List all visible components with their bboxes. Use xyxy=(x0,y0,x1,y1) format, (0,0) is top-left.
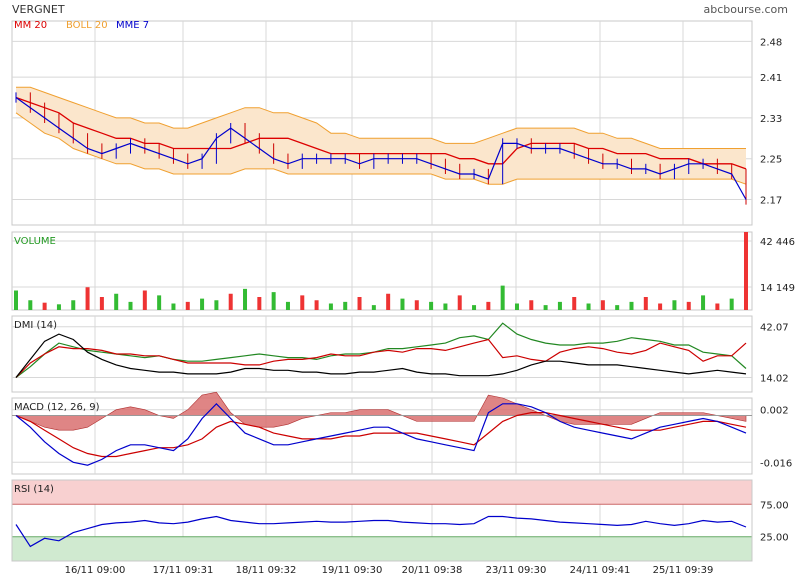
x-tick-label: 25/11 09:39 xyxy=(653,565,714,576)
volume-bar xyxy=(271,292,276,310)
volume-bar xyxy=(85,287,90,310)
volume-bar xyxy=(114,293,119,310)
volume-panel xyxy=(11,231,753,311)
volume-bar xyxy=(343,301,348,310)
rsi-tick-label: 25.00 xyxy=(760,533,789,544)
rsi-panel-border xyxy=(11,479,753,562)
series-line-macd xyxy=(15,402,747,466)
volume-bar xyxy=(214,300,219,310)
volume-bar xyxy=(686,301,691,310)
volume-bar xyxy=(514,303,519,310)
volume-bar xyxy=(371,305,376,310)
volume-bar xyxy=(171,303,176,310)
panel-label: DMI (14) xyxy=(14,320,57,331)
volume-bar xyxy=(729,298,734,310)
x-tick-label: 23/11 09:30 xyxy=(486,565,547,576)
volume-bar xyxy=(543,305,548,310)
volume-bar xyxy=(243,288,248,310)
price-tick-label: 2.41 xyxy=(760,73,782,84)
volume-bar xyxy=(285,301,290,310)
source-label[interactable]: abcbourse.com xyxy=(703,3,788,16)
macd-tick-label: -0.016 xyxy=(760,458,792,469)
volume-bar xyxy=(443,303,448,310)
x-tick-label: 17/11 09:31 xyxy=(153,565,214,576)
volume-bar xyxy=(357,297,362,310)
volume-bar xyxy=(629,301,634,310)
volume-bar xyxy=(228,293,233,310)
volume-bar xyxy=(744,232,748,310)
volume-bar xyxy=(572,297,577,310)
rsi-oversold-zone xyxy=(12,536,752,561)
x-tick-label: 18/11 09:32 xyxy=(236,565,297,576)
x-tick-label: 20/11 09:38 xyxy=(402,565,463,576)
legend-item: MM 20 xyxy=(14,20,47,31)
volume-bar xyxy=(185,301,190,310)
volume-bar xyxy=(400,298,405,310)
volume-bar xyxy=(500,285,505,310)
volume-bar xyxy=(715,303,720,310)
volume-bar xyxy=(672,300,677,310)
volume-bar xyxy=(529,300,534,310)
volume-bar xyxy=(14,290,18,310)
series-line-dmi-plus xyxy=(15,322,747,378)
volume-bar xyxy=(300,295,305,310)
volume-tick-label: 14 149 xyxy=(760,283,795,294)
volume-bar xyxy=(615,305,620,310)
panel-label: MACD (12, 26, 9) xyxy=(14,402,100,413)
volume-bar xyxy=(314,300,319,310)
volume-bar xyxy=(414,300,419,310)
volume-bar xyxy=(600,300,605,310)
volume-bar xyxy=(157,295,162,310)
series-line-boll-upper xyxy=(16,86,746,149)
volume-tick-label: 42 446 xyxy=(760,237,795,248)
volume-bar xyxy=(472,305,477,310)
volume-bar xyxy=(486,301,491,310)
volume-bar xyxy=(200,298,205,310)
series-line-rsi xyxy=(15,515,747,548)
macd-tick-label: 0.002 xyxy=(760,406,789,417)
volume-bar xyxy=(142,290,147,310)
price-tick-label: 2.17 xyxy=(760,196,782,207)
dmi-tick-label: 42.07 xyxy=(760,323,789,334)
series-line-dmi-minus xyxy=(15,338,747,378)
x-tick-label: 16/11 09:00 xyxy=(65,565,126,576)
volume-bar xyxy=(71,300,76,310)
volume-bar xyxy=(99,297,104,310)
series-line-adx xyxy=(15,333,747,378)
volume-bar xyxy=(557,301,562,310)
volume-bar xyxy=(56,304,61,310)
rsi-overbought-zone xyxy=(12,480,752,505)
series-line-macd-signal xyxy=(15,412,747,458)
volume-bar xyxy=(658,303,663,310)
volume-bar xyxy=(386,293,391,310)
volume-bar xyxy=(42,302,47,310)
volume-bar xyxy=(128,301,133,310)
volume-bar xyxy=(429,301,434,310)
panel-label: RSI (14) xyxy=(14,484,54,495)
volume-bar xyxy=(701,295,706,310)
price-tick-label: 2.33 xyxy=(760,114,782,125)
price-tick-label: 2.25 xyxy=(760,155,782,166)
legend-item: MME 7 xyxy=(116,20,149,31)
x-tick-label: 19/11 09:30 xyxy=(322,565,383,576)
series-line-mm20 xyxy=(15,96,747,170)
series-line-mme7 xyxy=(15,97,747,200)
series-line-boll-lower xyxy=(15,112,747,185)
volume-bar xyxy=(643,297,648,310)
rsi-tick-label: 75.00 xyxy=(760,500,789,511)
macd-histogram xyxy=(15,391,747,431)
volume-bar xyxy=(257,297,262,310)
volume-bar xyxy=(457,295,462,310)
chart-title: VERGNET xyxy=(12,3,65,16)
dmi-tick-label: 14.02 xyxy=(760,373,789,384)
price-tick-label: 2.48 xyxy=(760,37,782,48)
volume-bar xyxy=(328,303,333,310)
volume-bar xyxy=(28,300,33,310)
panel-label: VOLUME xyxy=(14,236,56,247)
volume-bar xyxy=(586,303,591,310)
x-tick-label: 24/11 09:41 xyxy=(570,565,631,576)
legend-item: BOLL 20 xyxy=(66,20,108,31)
